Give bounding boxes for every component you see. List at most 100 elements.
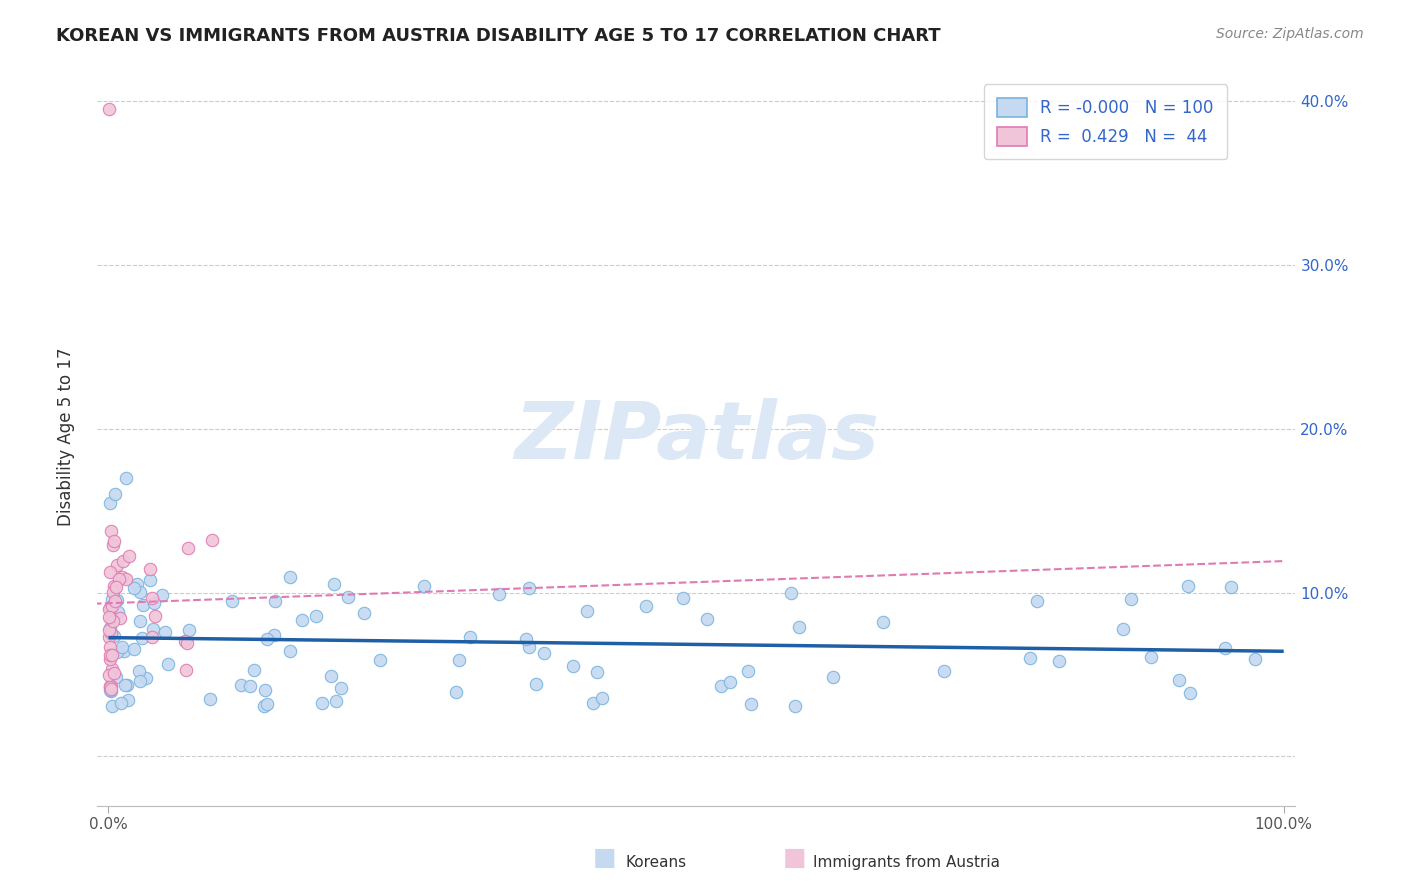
- Point: [1019, 650, 1042, 665]
- Point: [1119, 591, 1142, 606]
- Point: [737, 664, 759, 678]
- Point: [98, 648, 121, 662]
- Point: [291, 613, 314, 627]
- Point: [561, 658, 583, 673]
- Point: [718, 675, 741, 690]
- Point: [98, 602, 121, 616]
- Point: [103, 666, 125, 681]
- Point: [872, 615, 894, 629]
- Point: [103, 585, 125, 599]
- Point: [325, 694, 347, 708]
- Point: [176, 663, 198, 677]
- Point: [98, 495, 121, 509]
- Point: [336, 590, 359, 604]
- Point: [672, 591, 695, 606]
- Point: [105, 580, 128, 594]
- Point: [104, 670, 127, 684]
- Point: [107, 605, 129, 619]
- Point: [111, 640, 134, 654]
- Point: [787, 620, 810, 634]
- Point: [143, 596, 166, 610]
- Point: [515, 632, 537, 646]
- Point: [263, 628, 285, 642]
- Point: [115, 572, 138, 586]
- Point: [129, 585, 152, 599]
- Point: [696, 612, 718, 626]
- Point: [100, 524, 122, 539]
- Point: [98, 610, 121, 624]
- Point: [785, 698, 807, 713]
- Point: [634, 599, 657, 614]
- Point: [517, 581, 540, 595]
- Point: [153, 625, 176, 640]
- Point: [142, 622, 165, 636]
- Text: KOREAN VS IMMIGRANTS FROM AUSTRIA DISABILITY AGE 5 TO 17 CORRELATION CHART: KOREAN VS IMMIGRANTS FROM AUSTRIA DISABI…: [56, 27, 941, 45]
- Point: [104, 594, 127, 608]
- Point: [229, 678, 252, 692]
- Point: [1168, 673, 1191, 688]
- Point: [100, 648, 122, 662]
- Point: [111, 570, 134, 584]
- Point: [177, 541, 200, 555]
- Point: [105, 592, 128, 607]
- Point: [122, 581, 145, 595]
- Point: [100, 662, 122, 676]
- Point: [143, 608, 166, 623]
- Point: [198, 692, 221, 706]
- Legend: R = -0.000   N = 100, R =  0.429   N =  44: R = -0.000 N = 100, R = 0.429 N = 44: [984, 84, 1227, 160]
- Point: [740, 697, 762, 711]
- Point: [278, 644, 301, 658]
- Point: [131, 631, 153, 645]
- Point: [201, 533, 224, 548]
- Point: [1139, 650, 1161, 665]
- Point: [243, 664, 266, 678]
- Point: [98, 623, 121, 637]
- Point: [585, 665, 607, 679]
- Point: [107, 572, 129, 586]
- Point: [141, 591, 163, 605]
- Point: [239, 679, 262, 693]
- Point: [100, 681, 122, 696]
- Point: [100, 599, 122, 613]
- Point: [1178, 686, 1201, 700]
- Point: [100, 679, 122, 693]
- Point: [591, 690, 613, 705]
- Point: [101, 591, 124, 606]
- Point: [110, 696, 132, 710]
- Point: [177, 623, 200, 637]
- Point: [108, 611, 131, 625]
- Point: [174, 634, 197, 648]
- Point: [575, 604, 598, 618]
- Point: [103, 579, 125, 593]
- Point: [98, 565, 121, 579]
- Point: [98, 680, 121, 694]
- Point: [1112, 622, 1135, 636]
- Point: [1213, 641, 1236, 656]
- Point: [176, 635, 198, 649]
- Point: [98, 679, 121, 693]
- Point: [138, 573, 160, 587]
- Point: [128, 674, 150, 689]
- Point: [112, 644, 135, 658]
- Point: [932, 664, 955, 678]
- Point: [221, 594, 243, 608]
- Text: Source: ZipAtlas.com: Source: ZipAtlas.com: [1216, 27, 1364, 41]
- Point: [710, 679, 733, 693]
- Text: ZIPatlas: ZIPatlas: [513, 398, 879, 476]
- Y-axis label: Disability Age 5 to 17: Disability Age 5 to 17: [58, 348, 75, 526]
- Point: [253, 682, 276, 697]
- Point: [444, 684, 467, 698]
- Point: [100, 626, 122, 640]
- Point: [821, 670, 844, 684]
- Point: [311, 696, 333, 710]
- Point: [533, 646, 555, 660]
- Text: Koreans: Koreans: [626, 855, 686, 870]
- Point: [98, 600, 121, 615]
- Point: [413, 579, 436, 593]
- Point: [280, 570, 302, 584]
- Point: [488, 587, 510, 601]
- Point: [98, 668, 121, 682]
- Point: [100, 683, 122, 698]
- Point: [1026, 594, 1049, 608]
- Point: [1219, 580, 1241, 594]
